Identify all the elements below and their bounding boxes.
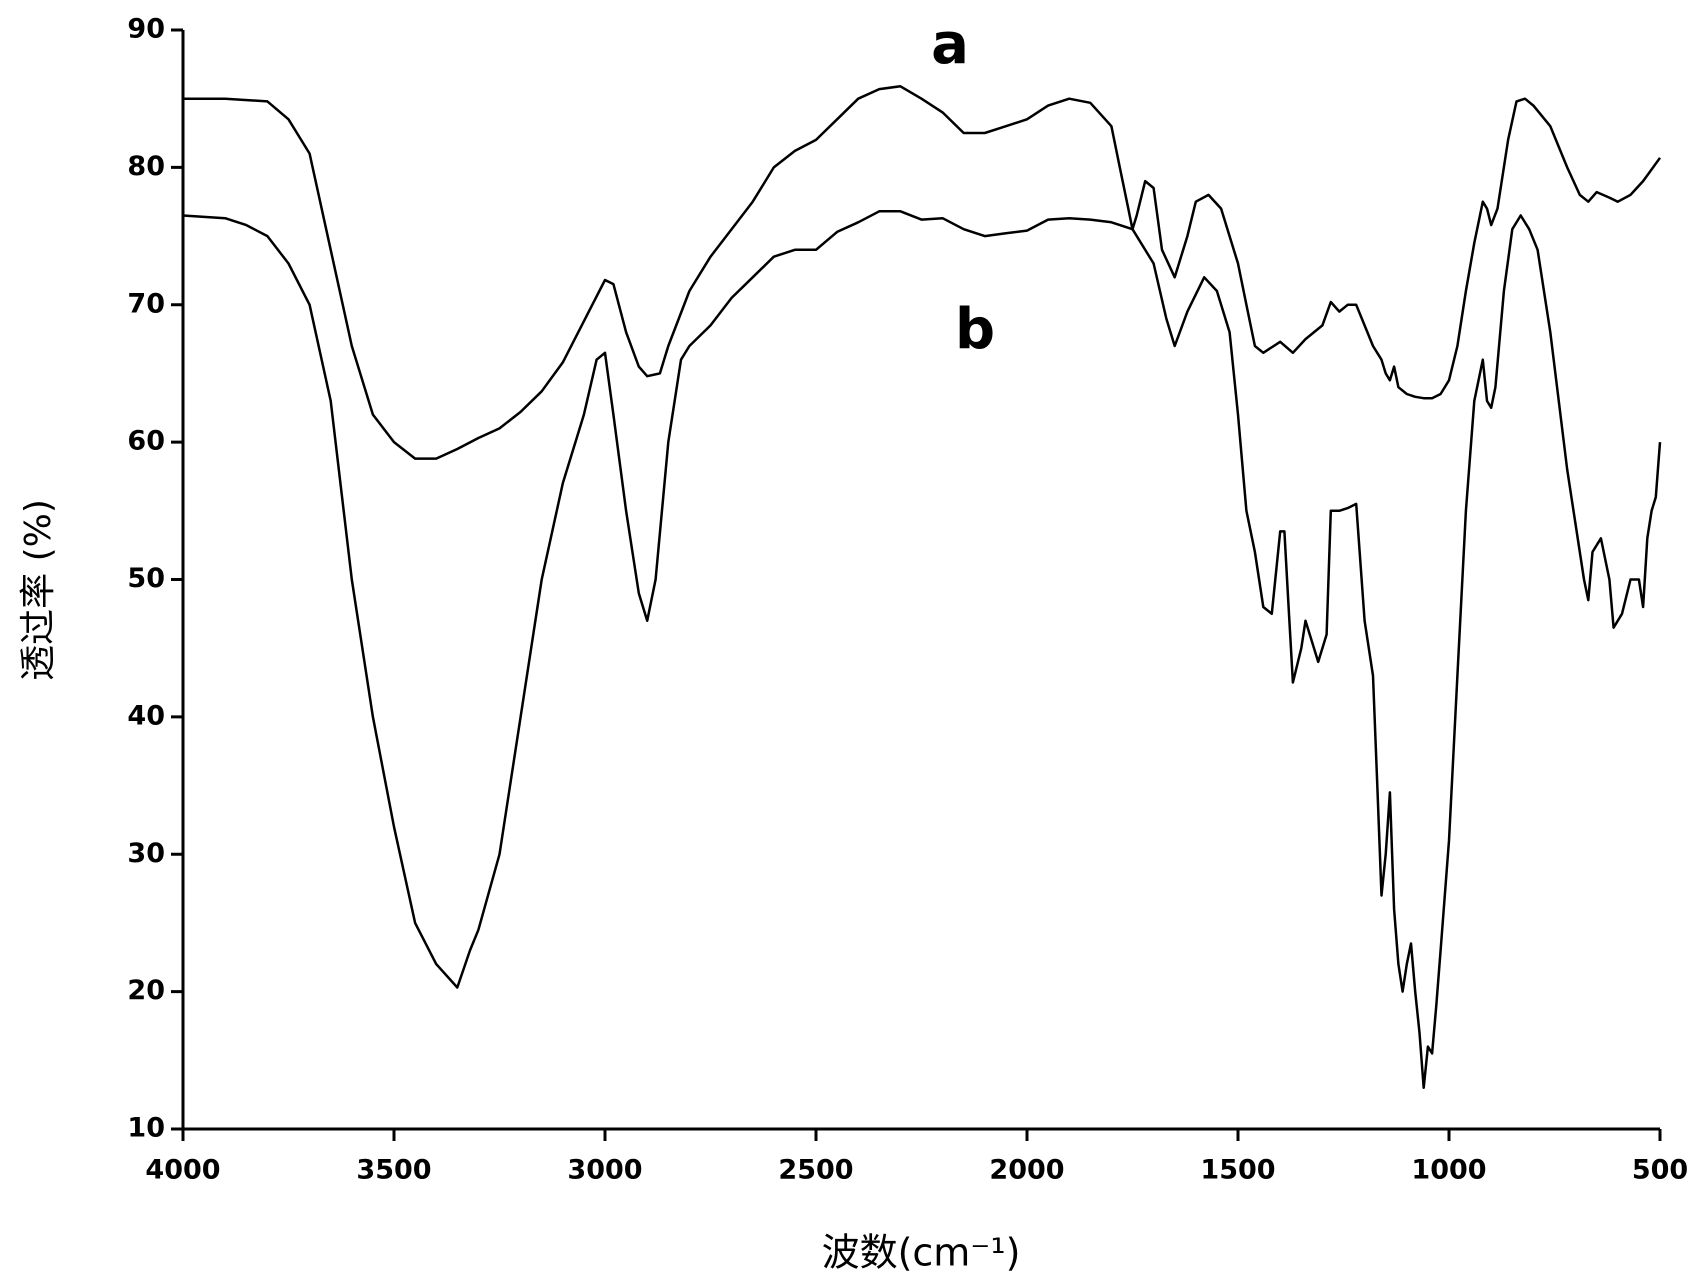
y-tick-label: 10	[127, 1113, 165, 1144]
y-tick-label: 60	[127, 426, 165, 457]
x-tick-label: 4000	[145, 1155, 220, 1186]
x-tick-label: 1500	[1200, 1155, 1275, 1186]
y-tick-label: 90	[127, 14, 165, 45]
y-tick-label: 30	[127, 838, 165, 869]
y-tick-label: 50	[127, 563, 165, 594]
x-tick-label: 2500	[778, 1155, 853, 1186]
y-tick-label: 70	[127, 288, 165, 319]
x-tick-label: 2000	[989, 1155, 1064, 1186]
y-axis-label: 透过率 (%)	[18, 499, 59, 681]
x-tick-label: 3000	[567, 1155, 642, 1186]
curve-label: a	[931, 12, 969, 77]
x-tick-label: 3500	[356, 1155, 431, 1186]
x-tick-label: 500	[1632, 1155, 1688, 1186]
spectrum-line	[182, 210, 1662, 1090]
curve-label: b	[955, 297, 995, 362]
spectrum-line	[183, 85, 1662, 460]
x-tick-label: 1000	[1411, 1155, 1486, 1186]
y-tick-label: 20	[127, 975, 165, 1006]
x-axis-label: 波数(cm⁻¹)	[822, 1231, 1021, 1275]
y-tick-label: 40	[127, 700, 165, 731]
y-tick-label: 80	[127, 151, 165, 182]
